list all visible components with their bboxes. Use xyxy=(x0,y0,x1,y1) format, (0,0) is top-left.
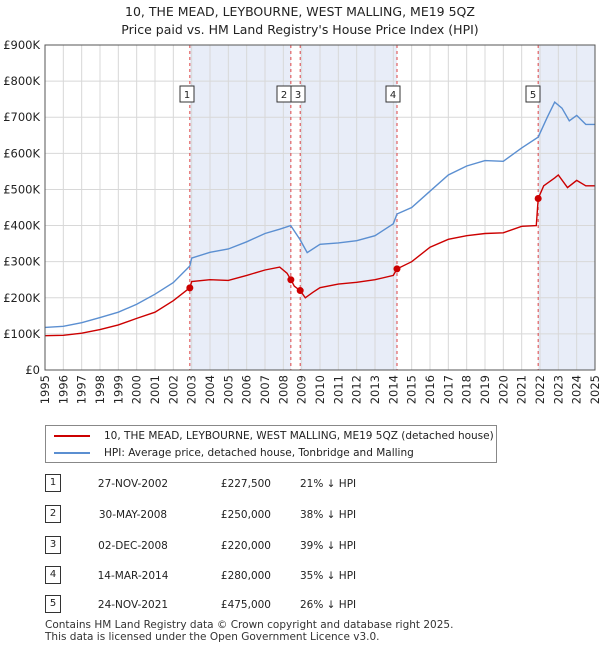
chart-subtitle: Price paid vs. HM Land Registry's House … xyxy=(121,22,479,37)
sale-point xyxy=(534,194,542,202)
x-tick-label: 1999 xyxy=(111,375,125,404)
sale-price: £220,000 xyxy=(220,540,271,552)
x-tick-label: 2025 xyxy=(588,375,600,404)
table-row: 4 14-MAR-2014 £280,000 35% ↓ HPI xyxy=(45,566,565,588)
footer-credit: Contains HM Land Registry data © Crown c… xyxy=(45,619,453,643)
marker-box-label: 2 xyxy=(281,90,287,101)
y-tick-label: £600K xyxy=(3,146,40,160)
sale-price: £250,000 xyxy=(220,509,271,521)
y-tick-label: £500K xyxy=(3,182,40,196)
hpi-diff: 39% ↓ HPI xyxy=(300,540,357,552)
marker-badge: 4 xyxy=(45,566,61,584)
table-row: 2 30-MAY-2008 £250,000 38% ↓ HPI xyxy=(45,505,565,527)
shaded-period xyxy=(300,45,397,370)
y-tick-label: £200K xyxy=(3,291,40,305)
footer-line-2: This data is licensed under the Open Gov… xyxy=(45,631,380,643)
marker-badge: 3 xyxy=(45,536,61,554)
x-tick-label: 2020 xyxy=(496,375,510,404)
x-tick-label: 2007 xyxy=(258,375,272,404)
y-tick-label: £100K xyxy=(3,327,40,341)
x-tick-label: 2002 xyxy=(166,375,180,404)
sale-date: 24-NOV-2021 xyxy=(97,599,169,611)
table-row: 5 24-NOV-2021 £475,000 26% ↓ HPI xyxy=(45,595,565,617)
x-tick-label: 2009 xyxy=(295,375,309,404)
x-tick-label: 2016 xyxy=(423,375,437,404)
x-tick-label: 2015 xyxy=(405,375,419,404)
shaded-period xyxy=(538,45,595,370)
hpi-diff: 38% ↓ HPI xyxy=(300,509,357,521)
hpi-diff: 26% ↓ HPI xyxy=(300,599,357,611)
legend-swatch-property xyxy=(54,435,90,437)
marker-box-label: 5 xyxy=(530,90,536,101)
marker-badge: 5 xyxy=(45,595,61,613)
table-row: 3 02-DEC-2008 £220,000 39% ↓ HPI xyxy=(45,536,565,558)
shaded-period xyxy=(189,45,292,370)
x-tick-label: 2000 xyxy=(130,375,144,404)
legend: 10, THE MEAD, LEYBOURNE, WEST MALLING, M… xyxy=(45,425,497,463)
sale-point xyxy=(186,284,194,292)
x-tick-label: 2023 xyxy=(551,375,565,404)
sale-date: 02-DEC-2008 xyxy=(98,540,168,552)
legend-label-hpi: HPI: Average price, detached house, Tonb… xyxy=(104,447,414,459)
x-tick-label: 1995 xyxy=(38,375,52,404)
y-tick-label: £700K xyxy=(3,110,40,124)
y-tick-label: £400K xyxy=(3,219,40,233)
chart-title: 10, THE MEAD, LEYBOURNE, WEST MALLING, M… xyxy=(125,4,475,19)
x-tick-label: 2017 xyxy=(441,375,455,404)
hpi-series-line xyxy=(44,100,595,329)
x-tick-label: 2010 xyxy=(313,375,327,404)
x-tick-label: 1997 xyxy=(75,375,89,404)
x-tick-label: 2019 xyxy=(478,375,492,404)
x-tick-label: 2006 xyxy=(240,375,254,404)
x-tick-label: 2001 xyxy=(148,375,162,404)
x-tick-label: 2013 xyxy=(368,375,382,404)
sale-point xyxy=(393,265,401,273)
x-tick-label: 2008 xyxy=(276,375,290,404)
legend-item-property: 10, THE MEAD, LEYBOURNE, WEST MALLING, M… xyxy=(54,428,494,444)
marker-badge: 1 xyxy=(45,474,61,492)
legend-item-hpi: HPI: Average price, detached house, Tonb… xyxy=(54,445,414,461)
sale-price: £280,000 xyxy=(220,570,271,582)
sale-date: 27-NOV-2002 xyxy=(97,478,169,490)
legend-label-property: 10, THE MEAD, LEYBOURNE, WEST MALLING, M… xyxy=(104,430,494,442)
y-tick-label: £900K xyxy=(3,38,40,52)
x-tick-label: 2022 xyxy=(533,375,547,404)
sale-price: £475,000 xyxy=(220,599,271,611)
hpi-diff: 21% ↓ HPI xyxy=(300,478,357,490)
hpi-diff: 35% ↓ HPI xyxy=(300,570,357,582)
table-row: 1 27-NOV-2002 £227,500 21% ↓ HPI xyxy=(45,474,565,496)
sale-point xyxy=(287,276,295,284)
y-tick-label: £300K xyxy=(3,255,40,269)
marker-box-label: 4 xyxy=(390,90,396,101)
x-tick-label: 1996 xyxy=(56,375,70,404)
marker-box xyxy=(179,85,195,103)
footer-line-1: Contains HM Land Registry data © Crown c… xyxy=(45,619,454,631)
x-tick-label: 2018 xyxy=(460,375,474,404)
x-tick-label: 2021 xyxy=(515,375,529,404)
legend-swatch-hpi xyxy=(54,452,90,454)
x-tick-label: 2003 xyxy=(185,375,199,404)
x-tick-label: 2014 xyxy=(386,375,400,404)
sale-date: 30-MAY-2008 xyxy=(98,509,168,521)
y-tick-label: £800K xyxy=(3,74,40,88)
sale-date: 14-MAR-2014 xyxy=(97,570,169,582)
marker-box xyxy=(525,85,541,103)
sale-price: £227,500 xyxy=(220,478,271,490)
plot-frame xyxy=(44,44,596,371)
x-tick-label: 1998 xyxy=(93,375,107,404)
x-tick-label: 2004 xyxy=(203,375,217,404)
marker-box-label: 1 xyxy=(184,90,190,101)
marker-box xyxy=(385,85,401,103)
x-tick-label: 2011 xyxy=(331,375,345,404)
marker-box xyxy=(290,85,306,103)
marker-badge: 2 xyxy=(45,505,61,523)
marker-box-label: 3 xyxy=(295,90,301,101)
x-tick-label: 2005 xyxy=(221,375,235,404)
x-tick-label: 2024 xyxy=(570,375,584,404)
x-tick-label: 2012 xyxy=(350,375,364,404)
sale-point xyxy=(296,287,304,295)
y-tick-label: £0 xyxy=(25,363,40,377)
